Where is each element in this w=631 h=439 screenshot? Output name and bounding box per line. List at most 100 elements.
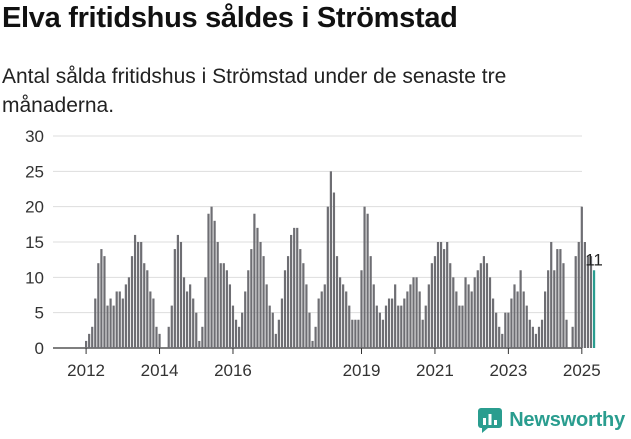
bar (415, 277, 418, 348)
bar (290, 234, 293, 348)
bar (112, 305, 115, 348)
bar (222, 263, 225, 348)
bar (384, 305, 388, 348)
bar (210, 206, 213, 348)
bar (550, 242, 553, 348)
bar (259, 242, 262, 348)
bar (412, 277, 415, 348)
bar (216, 242, 219, 348)
bar (501, 333, 504, 348)
bar (342, 284, 345, 348)
bar (366, 213, 369, 348)
bar (179, 242, 183, 348)
bar (268, 305, 271, 348)
bar (219, 263, 222, 348)
bar (118, 291, 121, 348)
bar (121, 298, 124, 348)
bar (357, 319, 360, 348)
bar (283, 270, 287, 348)
bar (241, 312, 244, 348)
bar (317, 298, 320, 348)
x-tick-label: 2019 (343, 361, 381, 380)
bar (198, 340, 201, 348)
bar (556, 249, 559, 348)
bar (491, 298, 495, 348)
bar (571, 326, 574, 348)
bar (286, 256, 290, 348)
bar (446, 242, 449, 348)
bar (577, 242, 580, 348)
bar (250, 249, 253, 348)
bar (234, 319, 238, 348)
bar (348, 305, 351, 348)
bar (485, 263, 489, 348)
bar (299, 249, 302, 348)
bar (375, 305, 378, 348)
bar (94, 298, 97, 348)
bar (137, 242, 140, 348)
bar (247, 270, 250, 348)
bar (201, 326, 204, 348)
bar (195, 312, 198, 348)
bar (495, 312, 498, 348)
bar (439, 242, 443, 348)
bar (369, 256, 372, 348)
bar (421, 319, 424, 348)
bar (127, 277, 131, 348)
bar (418, 291, 421, 348)
bar (225, 270, 228, 348)
y-tick-label: 20 (25, 198, 44, 217)
bar (589, 256, 593, 348)
bar (265, 284, 268, 348)
bar (155, 326, 158, 348)
bar (274, 333, 277, 348)
y-tick-label: 5 (35, 304, 44, 323)
bar (296, 227, 299, 348)
bar (391, 298, 394, 348)
bar (583, 242, 586, 348)
bar (381, 319, 385, 348)
bar (140, 242, 143, 348)
bar (85, 340, 88, 348)
bar (88, 333, 91, 348)
bar (256, 227, 259, 348)
bar (189, 284, 192, 348)
y-tick-label: 25 (25, 162, 44, 181)
y-tick-label: 15 (25, 233, 44, 252)
bar (305, 284, 308, 348)
bar (580, 206, 583, 348)
y-tick-label: 30 (25, 127, 44, 146)
bar (470, 291, 473, 348)
bar (531, 326, 534, 348)
bar (345, 291, 348, 348)
bar (335, 256, 339, 348)
bar (467, 284, 470, 348)
bar (504, 312, 507, 348)
bar (452, 277, 455, 348)
bar (461, 305, 464, 348)
bar (547, 270, 550, 348)
bar (228, 284, 232, 348)
bar (363, 206, 366, 348)
y-tick-label: 0 (35, 339, 44, 358)
bar (473, 277, 476, 348)
bar (553, 270, 556, 348)
bar (387, 298, 391, 348)
bar (149, 291, 152, 348)
bar (455, 291, 458, 348)
bar (173, 249, 176, 348)
bar (311, 340, 314, 348)
bar (406, 291, 409, 348)
bar (308, 312, 311, 348)
bar (360, 270, 363, 348)
x-tick-label: 2021 (416, 361, 454, 380)
bar (372, 284, 375, 348)
bar (498, 326, 501, 348)
bar (207, 213, 210, 348)
bar (424, 305, 427, 348)
bar (513, 284, 516, 348)
bar (130, 256, 134, 348)
bar (449, 263, 452, 348)
bar (277, 319, 280, 348)
